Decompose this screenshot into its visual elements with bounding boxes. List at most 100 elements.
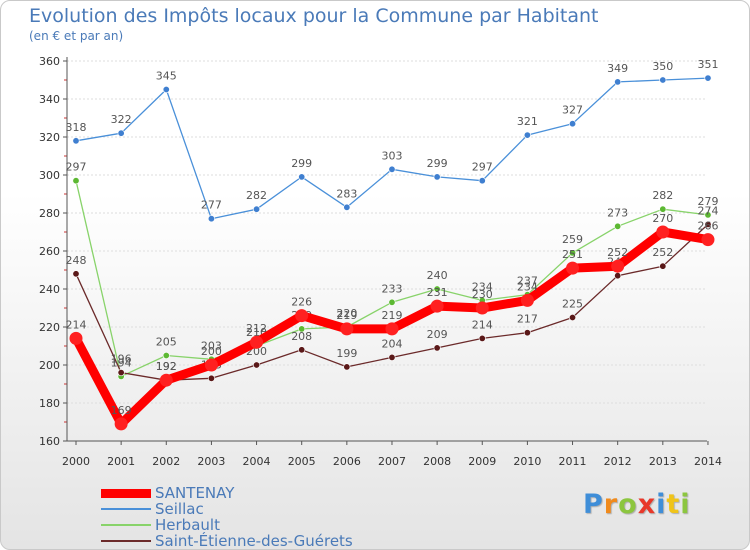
data-point-santenay: [520, 293, 534, 307]
logo-letter: x: [637, 489, 657, 520]
data-point-santenay: [340, 322, 354, 336]
chart-legend: SANTENAY Seillac Herbault Saint-Étienne-…: [101, 485, 353, 549]
data-point-santenay: [385, 322, 399, 336]
data-label-saint-etienne-des-guerets: 274: [697, 204, 718, 217]
data-point-seillac: [253, 205, 261, 213]
data-label-santenay: 252: [607, 246, 628, 259]
data-label-santenay: 214: [66, 318, 87, 331]
data-label-santenay: 234: [517, 280, 538, 293]
y-tick-label: 320: [39, 131, 60, 144]
y-tick-label: 220: [39, 321, 60, 334]
data-label-saint-etienne-des-guerets: 199: [336, 347, 357, 360]
data-point-seillac: [478, 177, 486, 185]
data-label-seillac: 277: [201, 199, 222, 212]
data-label-saint-etienne-des-guerets: 217: [517, 313, 538, 326]
data-point-seillac: [704, 74, 712, 82]
data-label-santenay: 231: [427, 286, 448, 299]
y-tick-label: 200: [39, 359, 60, 372]
data-point-seillac: [433, 173, 441, 181]
data-point-saint-etienne-des-guerets: [207, 374, 215, 382]
data-point-santenay: [114, 417, 128, 431]
legend-label: Seillac: [155, 500, 204, 518]
data-point-herbault: [659, 205, 667, 213]
data-point-saint-etienne-des-guerets: [659, 262, 667, 270]
data-label-herbault: 205: [156, 336, 177, 349]
data-label-seillac: 299: [291, 157, 312, 170]
data-point-santenay: [701, 233, 715, 247]
y-tick-label: 280: [39, 207, 60, 220]
data-point-santenay: [475, 301, 489, 315]
legend-swatch-seillac: [101, 508, 151, 510]
data-point-seillac: [343, 203, 351, 211]
y-tick-label: 240: [39, 283, 60, 296]
legend-swatch-herbault: [101, 524, 151, 526]
x-tick-label: 2005: [288, 455, 316, 468]
data-point-seillac: [388, 165, 396, 173]
data-point-seillac: [162, 86, 170, 94]
x-tick-label: 2006: [333, 455, 361, 468]
data-label-seillac: 303: [381, 149, 402, 162]
data-label-seillac: 345: [156, 70, 177, 83]
data-point-santenay: [611, 259, 625, 273]
data-label-saint-etienne-des-guerets: 196: [111, 353, 132, 366]
data-point-seillac: [117, 129, 125, 137]
data-point-santenay: [430, 299, 444, 313]
data-point-saint-etienne-des-guerets: [343, 363, 351, 371]
data-point-saint-etienne-des-guerets: [569, 313, 577, 321]
data-point-saint-etienne-des-guerets: [704, 220, 712, 228]
data-label-santenay: 169: [111, 404, 132, 417]
data-label-herbault: 240: [427, 269, 448, 282]
logo-letter: o: [618, 489, 638, 520]
data-label-herbault: 203: [201, 339, 222, 352]
data-label-santenay: 219: [336, 309, 357, 322]
logo-letter: P: [583, 489, 604, 520]
data-label-seillac: 299: [427, 157, 448, 170]
data-point-saint-etienne-des-guerets: [388, 353, 396, 361]
data-point-saint-etienne-des-guerets: [117, 369, 125, 377]
data-point-herbault: [72, 177, 80, 185]
data-point-herbault: [388, 298, 396, 306]
x-tick-label: 2009: [468, 455, 496, 468]
y-tick-label: 360: [39, 55, 60, 68]
data-label-seillac: 282: [246, 189, 267, 202]
x-tick-label: 2010: [513, 455, 541, 468]
data-label-saint-etienne-des-guerets: 248: [66, 254, 87, 267]
data-label-seillac: 349: [607, 62, 628, 75]
data-point-herbault: [704, 211, 712, 219]
x-tick-label: 2004: [243, 455, 271, 468]
legend-swatch-saint-etienne: [101, 540, 151, 542]
data-point-santenay: [69, 331, 83, 345]
data-label-seillac: 327: [562, 104, 583, 117]
proxiti-logo: Proxiti: [583, 489, 691, 520]
data-point-santenay: [566, 261, 580, 275]
legend-swatch-santenay: [101, 488, 151, 498]
chart-subtitle: (en € et par an): [29, 29, 124, 43]
legend-item-herbault: Herbault: [101, 517, 353, 533]
x-tick-label: 2008: [423, 455, 451, 468]
data-label-herbault: 237: [517, 275, 538, 288]
legend-item-santenay: SANTENAY: [101, 485, 353, 501]
data-label-santenay: 251: [562, 248, 583, 261]
data-point-seillac: [569, 120, 577, 128]
data-label-seillac: 322: [111, 113, 132, 126]
data-label-santenay: 219: [381, 309, 402, 322]
data-point-saint-etienne-des-guerets: [72, 270, 80, 278]
x-tick-label: 2012: [604, 455, 632, 468]
data-label-santenay: 230: [472, 288, 493, 301]
x-tick-label: 2000: [62, 455, 90, 468]
data-label-herbault: 234: [472, 280, 493, 293]
data-label-santenay: 270: [652, 212, 673, 225]
data-label-seillac: 351: [697, 58, 718, 71]
data-label-herbault: 233: [381, 282, 402, 295]
legend-item-seillac: Seillac: [101, 501, 353, 517]
y-tick-label: 180: [39, 397, 60, 410]
data-label-saint-etienne-des-guerets: 209: [427, 328, 448, 341]
x-tick-label: 2003: [197, 455, 225, 468]
data-point-santenay: [656, 225, 670, 239]
data-point-herbault: [614, 222, 622, 230]
x-tick-label: 2014: [694, 455, 722, 468]
data-point-seillac: [614, 78, 622, 86]
data-label-saint-etienne-des-guerets: 192: [156, 360, 177, 373]
